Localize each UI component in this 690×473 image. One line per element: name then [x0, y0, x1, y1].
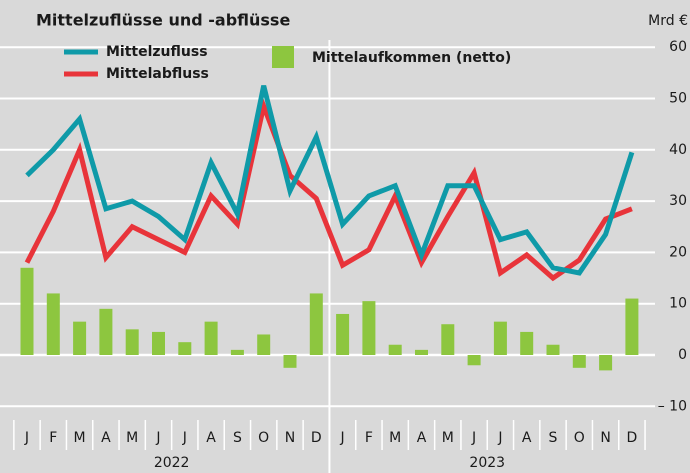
bar: [625, 298, 639, 355]
bar: [99, 308, 113, 355]
x-tick-label: O: [574, 430, 585, 446]
year-label: 2022: [154, 455, 190, 471]
bar: [493, 321, 507, 355]
x-tick-label: N: [285, 430, 295, 446]
bar: [230, 349, 244, 355]
bar: [415, 349, 428, 355]
legend-label: Mittelzufluss: [106, 44, 208, 60]
bar: [257, 334, 271, 355]
x-tick-label: O: [258, 430, 269, 446]
x-tick-label: S: [549, 430, 558, 446]
x-tick-label: F: [49, 430, 57, 446]
legend-label: Mittelabfluss: [106, 66, 209, 82]
y-tick-label: 20: [669, 244, 687, 260]
bar: [336, 313, 350, 355]
bar: [388, 344, 402, 355]
bar: [599, 355, 613, 371]
y-tick-label: 10: [669, 296, 687, 312]
y-tick-label: 0: [678, 347, 687, 363]
x-tick-label: J: [155, 430, 160, 446]
x-tick-label: A: [206, 430, 216, 446]
x-tick-label: M: [126, 430, 138, 446]
x-tick-label: J: [182, 430, 187, 446]
bar: [73, 321, 87, 355]
x-tick-label: J: [24, 430, 29, 446]
bar: [546, 344, 560, 355]
y-unit: Mrd €: [648, 13, 688, 29]
bar: [178, 342, 192, 355]
bar: [46, 293, 60, 355]
x-tick-label: M: [442, 430, 454, 446]
x-tick-label: D: [627, 430, 638, 446]
line: [24, 97, 633, 282]
x-tick-label: M: [74, 430, 86, 446]
x-tick-label: F: [365, 430, 373, 446]
x-tick-label: A: [522, 430, 532, 446]
chart-title: Mittelzuflüsse und -abflüsse: [36, 11, 290, 30]
bar: [520, 331, 534, 355]
x-tick-label: J: [497, 430, 502, 446]
bar: [467, 355, 481, 366]
bar: [204, 321, 218, 355]
x-tick-label: J: [340, 430, 345, 446]
x-tick-label: A: [101, 430, 111, 446]
x-tick-label: D: [311, 430, 322, 446]
y-tick-label: – 10: [658, 398, 687, 414]
y-tick-label: 30: [669, 193, 687, 209]
bar: [572, 355, 586, 368]
bar: [152, 331, 165, 355]
line: [25, 85, 635, 276]
x-tick-label: M: [389, 430, 401, 446]
bar: [20, 267, 34, 355]
y-tick-label: 60: [669, 39, 687, 55]
x-tick-label: J: [471, 430, 476, 446]
bar: [441, 324, 455, 355]
bar: [309, 293, 323, 355]
x-tick-label: S: [233, 430, 242, 446]
y-tick-label: 40: [669, 142, 687, 158]
x-tick-label: A: [417, 430, 427, 446]
year-label: 2023: [469, 455, 505, 471]
legend-label: Mittelaufkommen (netto): [312, 50, 511, 66]
bar: [362, 301, 376, 355]
bar: [125, 329, 139, 355]
x-tick-label: N: [600, 430, 610, 446]
y-tick-label: 50: [669, 91, 687, 107]
bar: [283, 355, 297, 368]
legend-swatch: [272, 46, 294, 68]
